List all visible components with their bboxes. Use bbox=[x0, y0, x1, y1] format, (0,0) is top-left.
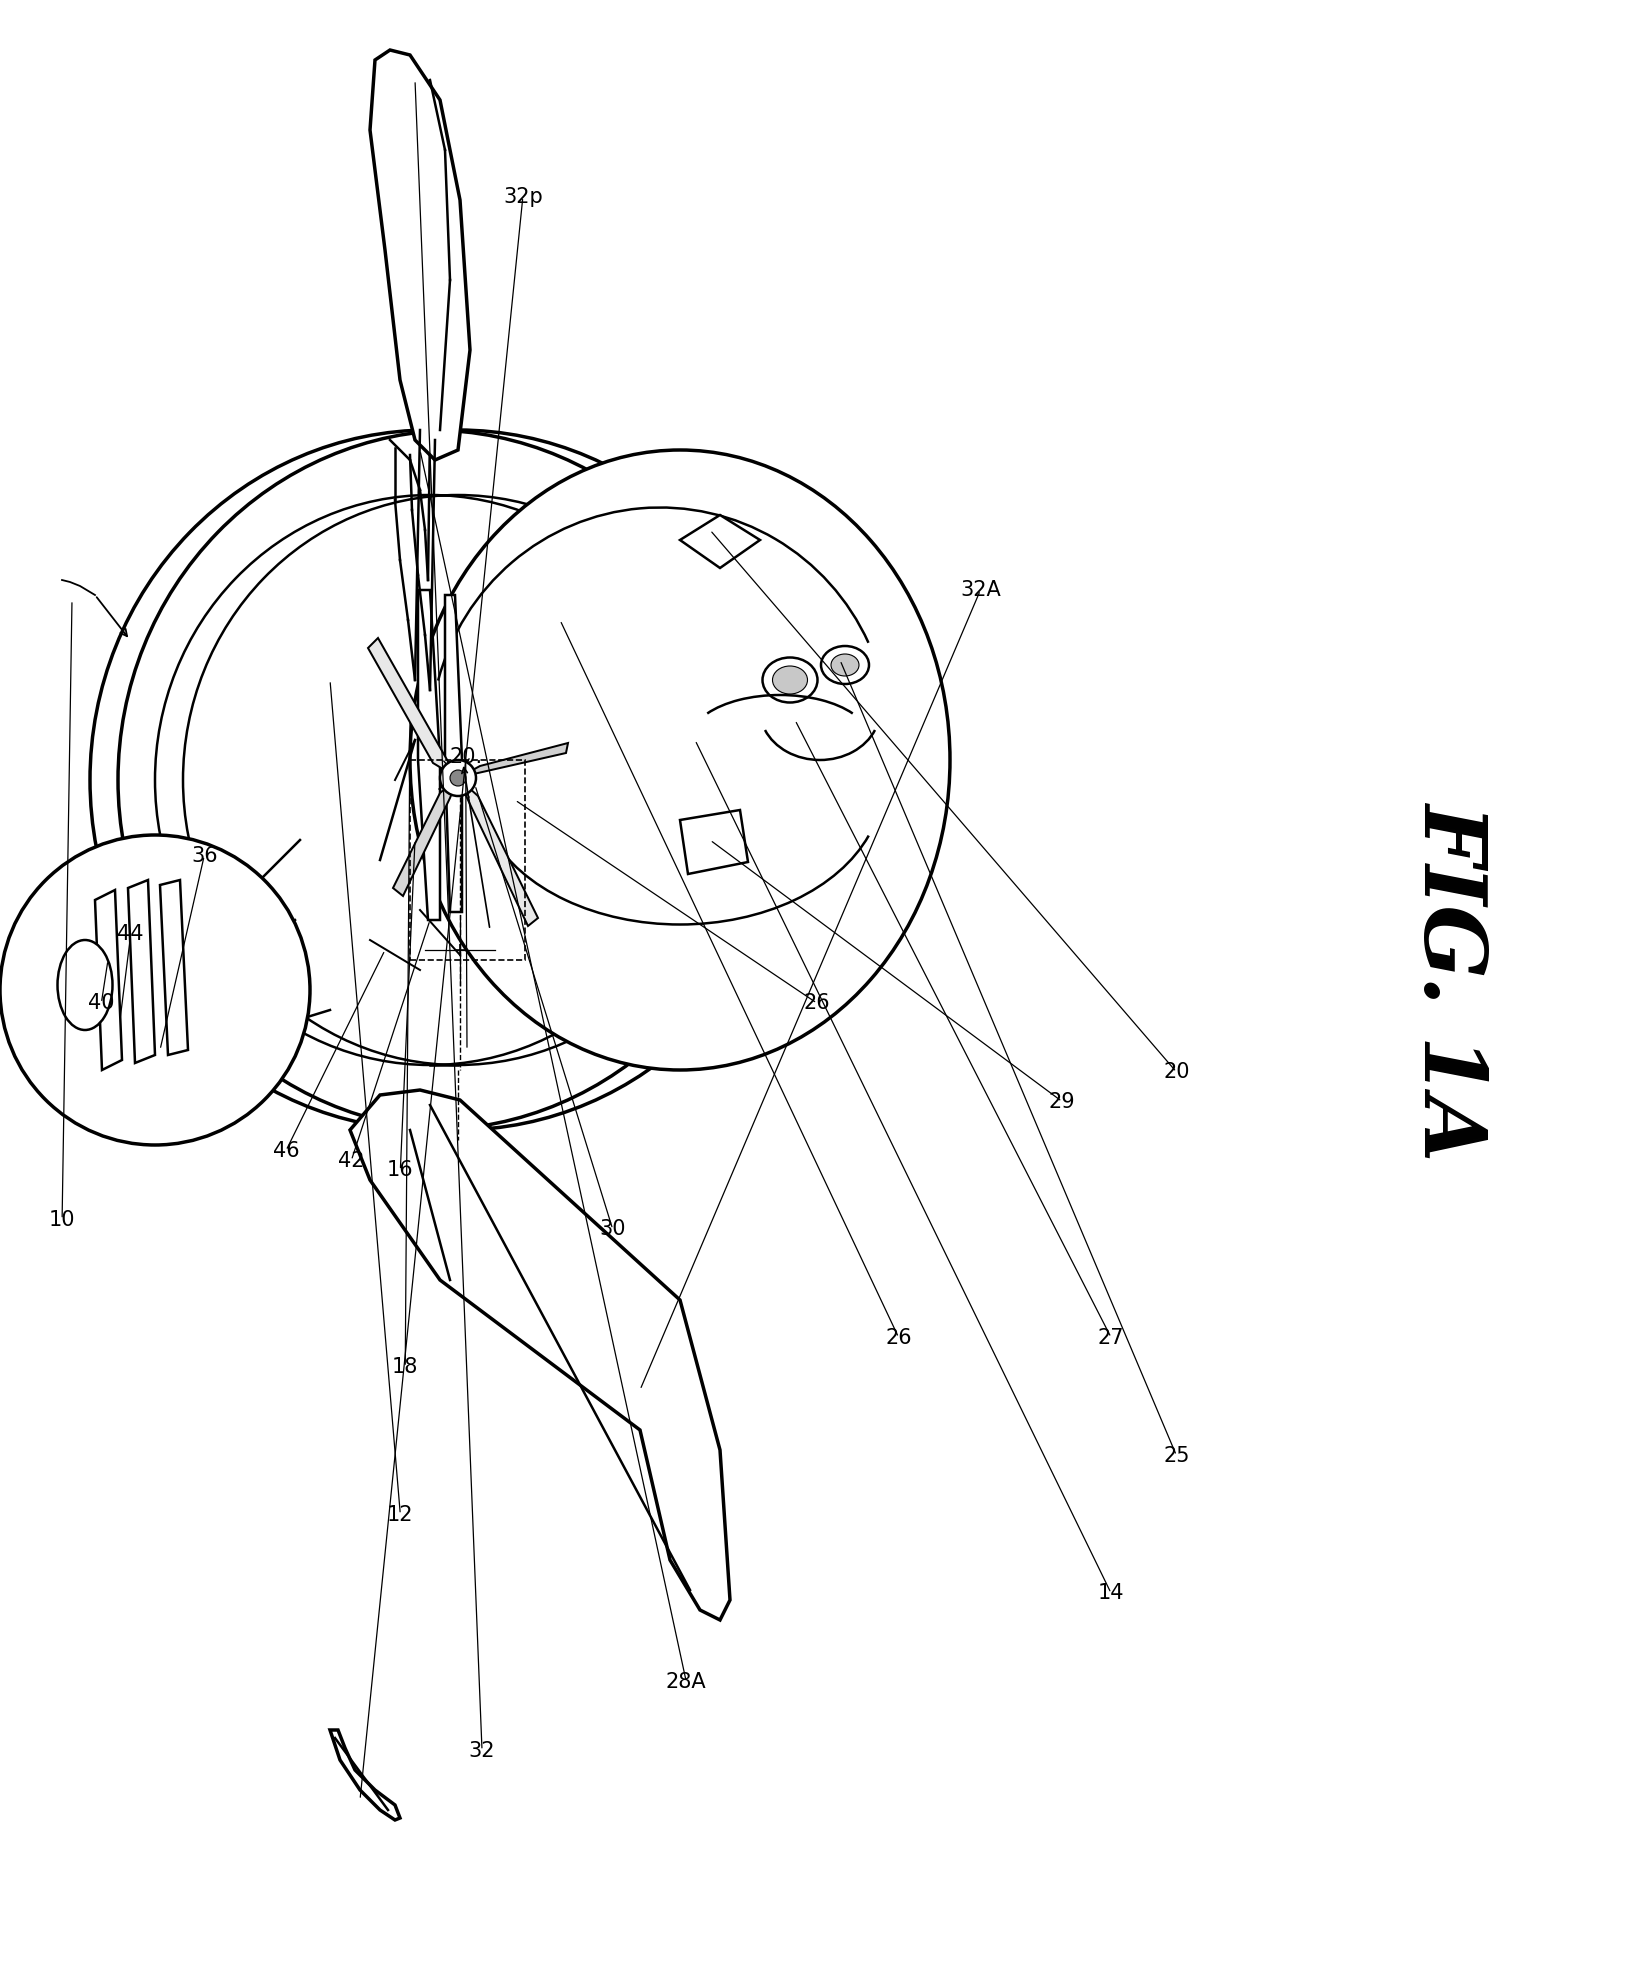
Text: 27: 27 bbox=[1098, 1328, 1124, 1347]
Text: 20.: 20. bbox=[449, 747, 482, 767]
Ellipse shape bbox=[773, 667, 807, 694]
Ellipse shape bbox=[763, 657, 817, 702]
Ellipse shape bbox=[820, 645, 869, 685]
Polygon shape bbox=[680, 515, 760, 568]
Text: 46: 46 bbox=[273, 1141, 299, 1161]
Text: 25: 25 bbox=[1163, 1446, 1190, 1465]
Text: 40: 40 bbox=[88, 993, 114, 1013]
Polygon shape bbox=[160, 879, 188, 1054]
Polygon shape bbox=[368, 637, 458, 779]
Text: 32A: 32A bbox=[961, 580, 1000, 600]
Text: 10: 10 bbox=[49, 1210, 75, 1229]
Text: 26: 26 bbox=[886, 1328, 912, 1347]
Polygon shape bbox=[458, 744, 569, 779]
Polygon shape bbox=[418, 590, 440, 921]
Ellipse shape bbox=[832, 653, 859, 677]
Circle shape bbox=[449, 769, 466, 787]
Ellipse shape bbox=[0, 836, 310, 1145]
Bar bbox=[410, 759, 525, 960]
Text: 36: 36 bbox=[191, 846, 217, 865]
Polygon shape bbox=[369, 49, 471, 460]
Text: 29: 29 bbox=[1049, 1092, 1075, 1111]
Text: 32: 32 bbox=[469, 1741, 495, 1760]
Text: 18: 18 bbox=[392, 1357, 418, 1377]
Text: 14: 14 bbox=[1098, 1583, 1124, 1603]
Text: 30: 30 bbox=[600, 1220, 626, 1239]
Ellipse shape bbox=[57, 940, 113, 1031]
Text: 44: 44 bbox=[118, 924, 144, 944]
Polygon shape bbox=[127, 879, 155, 1062]
Text: 26: 26 bbox=[804, 993, 830, 1013]
Polygon shape bbox=[95, 889, 123, 1070]
Polygon shape bbox=[330, 1731, 400, 1819]
Text: 12: 12 bbox=[387, 1505, 413, 1524]
Text: 16: 16 bbox=[387, 1161, 413, 1180]
Circle shape bbox=[440, 759, 475, 797]
Text: 42: 42 bbox=[338, 1151, 364, 1170]
Polygon shape bbox=[444, 594, 462, 913]
Polygon shape bbox=[458, 779, 538, 926]
Ellipse shape bbox=[410, 450, 949, 1070]
Text: FIG. 1A: FIG. 1A bbox=[1409, 801, 1492, 1159]
Text: 32p: 32p bbox=[503, 187, 542, 207]
Polygon shape bbox=[680, 810, 748, 873]
Polygon shape bbox=[394, 779, 458, 897]
Text: 20: 20 bbox=[1163, 1062, 1190, 1082]
Text: 28A: 28A bbox=[667, 1672, 706, 1692]
Polygon shape bbox=[350, 1090, 730, 1621]
